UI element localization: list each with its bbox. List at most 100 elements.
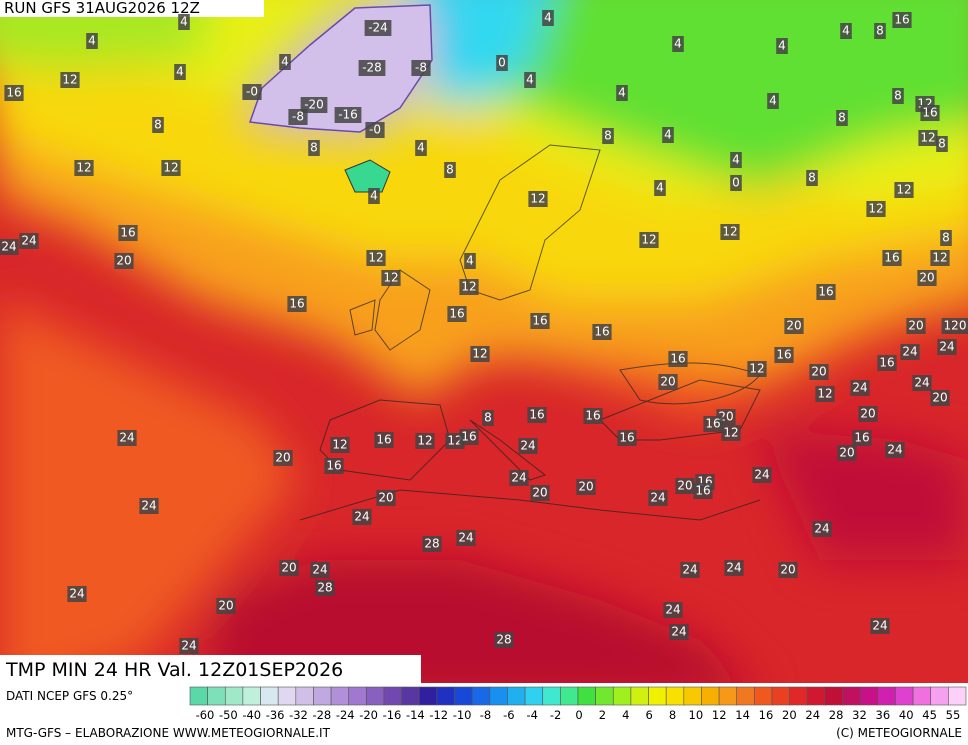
temp-label-text: 12 <box>76 161 91 175</box>
temp-label-text: 4 <box>180 15 188 29</box>
temp-label: 16 <box>447 306 467 322</box>
colorbar-swatch <box>665 686 685 706</box>
temp-label: 8 <box>836 110 848 126</box>
temp-label-box <box>310 562 330 578</box>
temp-label-box <box>778 562 798 578</box>
colorbar-tick-label: 24 <box>805 708 820 722</box>
temp-label: 12 <box>528 191 548 207</box>
temp-label-box <box>365 122 385 138</box>
colorbar-swatch <box>948 686 967 706</box>
colorbar-swatch <box>754 686 773 706</box>
temp-label-text: 24 <box>181 639 196 653</box>
temp-label-box <box>152 117 164 133</box>
temp-label-box <box>767 93 779 109</box>
temp-label: 12 <box>639 232 659 248</box>
temp-label-box <box>616 85 628 101</box>
temp-label-box <box>494 632 514 648</box>
colorbar-tick-label: 14 <box>735 708 750 722</box>
temp-label-box <box>654 180 666 196</box>
colorbar-swatch <box>454 686 473 706</box>
temp-label-text: 8 <box>808 171 816 185</box>
temp-label-box <box>912 375 932 391</box>
colorbar-tick-label: -60 <box>196 708 215 722</box>
temp-label-box <box>368 188 380 204</box>
temp-label-text: 16 <box>894 13 909 27</box>
temp-label-box <box>675 478 695 494</box>
temp-label: 4 <box>616 85 628 101</box>
temp-label-text: 24 <box>354 510 369 524</box>
temp-label-text: 24 <box>141 499 156 513</box>
temp-label-text: 16 <box>376 433 391 447</box>
temp-label-text: 24 <box>21 234 36 248</box>
temp-label: 8 <box>892 88 904 104</box>
colorbar-swatch <box>771 686 790 706</box>
temp-label: 20 <box>837 445 857 461</box>
temp-label-box <box>279 54 291 70</box>
colorbar-tick-label: 20 <box>782 708 797 722</box>
temp-label-box <box>178 14 190 30</box>
temp-label-text: 12 <box>163 161 178 175</box>
temp-label-text: 16 <box>818 285 833 299</box>
temp-label-text: 20 <box>811 365 826 379</box>
temp-label-text: 24 <box>939 340 954 354</box>
temp-label-box <box>67 586 87 602</box>
temp-label: 12 <box>866 201 886 217</box>
temp-label: 20 <box>675 478 695 494</box>
colorbar-swatch <box>224 686 244 706</box>
colorbar-tick-label: 0 <box>575 708 582 722</box>
temp-label-box <box>496 55 508 71</box>
colorbar-swatch <box>630 686 649 706</box>
temp-label: 20 <box>778 562 798 578</box>
temp-label-box <box>528 191 548 207</box>
temp-label-box <box>216 598 236 614</box>
temp-label: 24 <box>352 509 372 525</box>
temp-label-text: 20 <box>281 561 296 575</box>
footer-left: MTG-GFS – ELABORAZIONE WWW.METEOGIORNALE… <box>6 726 331 740</box>
temp-label-text: 20 <box>532 486 547 500</box>
colorbar-swatch <box>612 686 632 706</box>
temp-label-box <box>784 318 804 334</box>
temp-label: 20 <box>530 485 550 501</box>
temp-label-text: 12 <box>817 387 832 401</box>
title-box <box>0 655 421 683</box>
colorbar-swatch <box>930 686 949 706</box>
colorbar-swatch <box>877 686 896 706</box>
temp-label-box <box>315 580 335 596</box>
temp-label: 16 <box>527 407 547 423</box>
temp-label: 12 <box>60 72 80 88</box>
temp-label-box <box>658 374 678 390</box>
colorbar-swatch <box>859 686 879 706</box>
colorbar-tick-label: 6 <box>645 708 652 722</box>
temp-label: 12 <box>381 270 401 286</box>
temp-label-box <box>774 347 794 363</box>
temp-label: 24 <box>885 442 905 458</box>
temp-label: 16 <box>920 105 940 121</box>
temp-label: 16 <box>877 355 897 371</box>
temp-label-box <box>279 560 299 576</box>
temp-label: 4 <box>662 127 674 143</box>
temp-label-text: 12 <box>932 251 947 265</box>
colorbar-tick-label: 45 <box>922 708 937 722</box>
temp-label-text: 28 <box>424 537 439 551</box>
temp-label: -0 <box>242 84 262 100</box>
temp-label-text: 12 <box>332 438 347 452</box>
temp-label-box <box>730 175 742 191</box>
temp-label: 24 <box>179 638 199 654</box>
temp-label-box <box>4 85 24 101</box>
temp-label-box <box>509 470 529 486</box>
footer-right: (C) METEOGIORNALE <box>836 726 962 740</box>
temp-label: 4 <box>174 64 186 80</box>
colorbar-swatch <box>471 686 491 706</box>
temp-label: 20 <box>279 560 299 576</box>
temp-label-text: 4 <box>732 153 740 167</box>
temp-label: 8 <box>940 230 952 246</box>
colorbar-swatch <box>683 686 702 706</box>
temp-label: -8 <box>411 60 431 76</box>
temp-label: 20 <box>216 598 236 614</box>
temp-label-box <box>918 130 938 146</box>
temp-label-box <box>776 38 788 54</box>
temp-label-text: 8 <box>838 111 846 125</box>
temp-label-text: 16 <box>326 459 341 473</box>
temp-label: 4 <box>279 54 291 70</box>
